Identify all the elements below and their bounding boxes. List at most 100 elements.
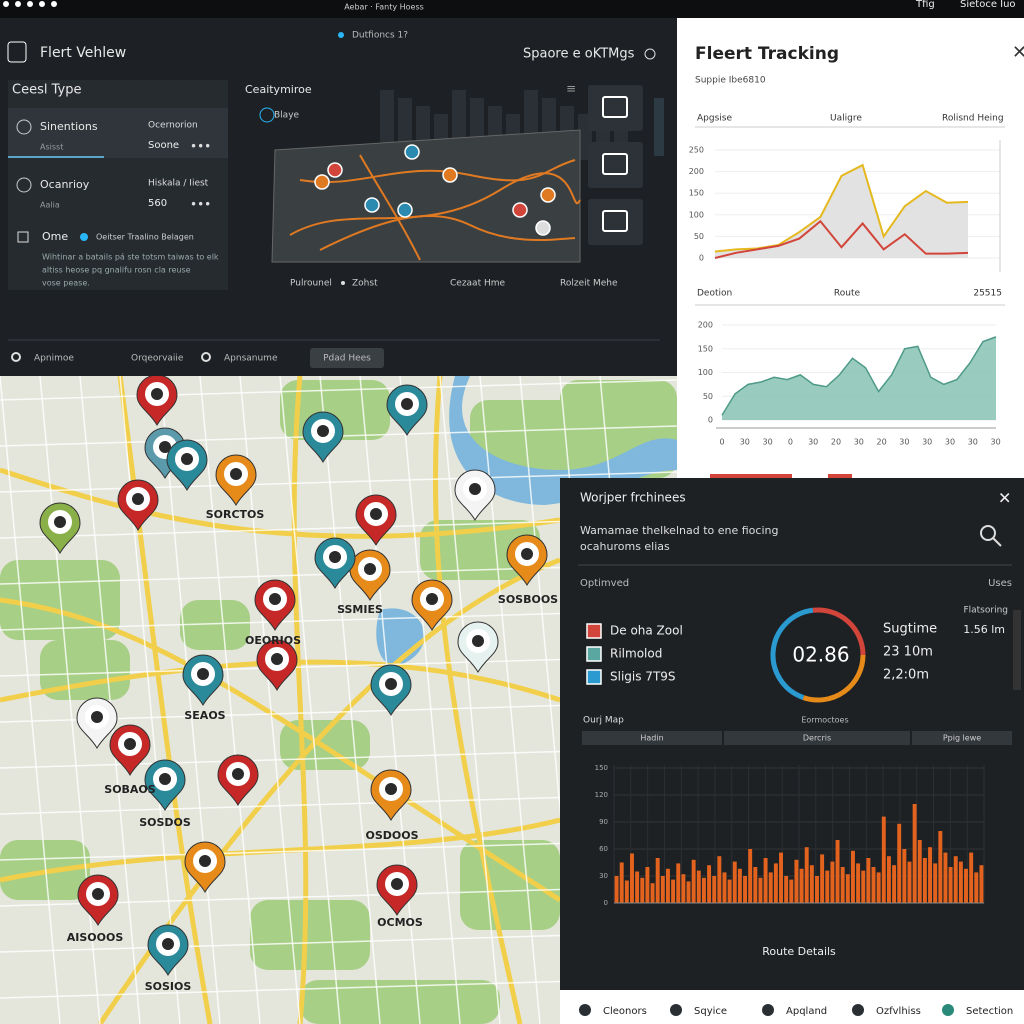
close[interactable]: ✕ — [998, 489, 1011, 508]
tool-button[interactable] — [588, 199, 643, 245]
scene-pin — [327, 162, 343, 178]
y-tick-label: 150 — [698, 344, 713, 353]
tool-icon — [602, 96, 628, 118]
bar — [876, 872, 881, 903]
pin-icon — [92, 888, 104, 900]
x-tick-label: 30 — [922, 438, 932, 447]
y-tick-label: 150 — [689, 189, 704, 198]
label: Uses — [988, 578, 1012, 589]
more: ••• — [190, 198, 211, 212]
label: Sietoce Iuo — [960, 0, 1016, 10]
y-tick-label: 0 — [604, 899, 608, 907]
nav-item[interactable]: Setection — [966, 1006, 1013, 1017]
road — [432, 376, 523, 1024]
map-label: OSDOOS — [365, 829, 418, 842]
bar — [671, 879, 676, 903]
y-tick-label: 250 — [689, 146, 704, 155]
nav-item[interactable]: Ozfvlhiss — [876, 1006, 921, 1017]
pin-icon — [181, 453, 193, 465]
bar — [825, 870, 830, 903]
nav-icon — [670, 1004, 682, 1016]
bar — [866, 858, 871, 903]
close[interactable]: ✕ — [1012, 42, 1024, 63]
bar — [660, 876, 665, 903]
bar — [809, 865, 814, 903]
pin-icon — [385, 678, 397, 690]
tab-button[interactable] — [310, 348, 384, 368]
label[interactable]: Spaore e oKTMgs — [523, 47, 635, 62]
label: Apgsise — [697, 114, 732, 124]
status-dot — [39, 1, 45, 7]
pin-icon — [370, 508, 382, 520]
status-dot — [15, 1, 21, 7]
label[interactable]: Ocanrioy — [40, 178, 90, 191]
bar — [845, 874, 850, 903]
bar — [768, 872, 773, 903]
x-tick-label: 0 — [788, 438, 793, 447]
pin-icon — [124, 738, 136, 750]
scene-pin — [512, 202, 528, 218]
pin-icon — [391, 878, 403, 890]
bar — [758, 877, 763, 903]
bar — [773, 863, 778, 903]
map-label: AISOOOS — [67, 931, 124, 944]
x-tick-label: 30 — [968, 438, 978, 447]
item-icon — [16, 119, 32, 135]
bar — [861, 870, 866, 903]
label: 1.56 lm — [963, 623, 1005, 636]
bar — [701, 877, 706, 903]
bar — [953, 856, 958, 903]
y-tick-label: 90 — [599, 818, 608, 826]
pin-icon — [385, 783, 397, 795]
street — [319, 376, 381, 1024]
bar — [892, 865, 897, 903]
bar — [624, 880, 629, 903]
label: Asisst — [40, 143, 63, 152]
street — [159, 376, 221, 1024]
more: ••• — [190, 140, 211, 154]
street — [39, 376, 101, 1024]
sidebar-row — [8, 108, 228, 158]
tool-button[interactable] — [588, 142, 643, 188]
label: Flatsoring — [963, 606, 1008, 616]
label: Cezaat Hme — [450, 279, 506, 289]
tool-button[interactable] — [588, 85, 643, 131]
tab[interactable]: Apnimoe — [34, 354, 74, 364]
bar — [640, 877, 645, 903]
bar — [871, 867, 876, 903]
pin-icon — [317, 425, 329, 437]
nav-item[interactable]: Apqland — [786, 1006, 827, 1017]
nav-icon — [762, 1004, 774, 1016]
tab-icon — [201, 352, 211, 362]
tab[interactable]: Orqeorvaiie — [131, 354, 184, 364]
status-bar — [0, 0, 1024, 18]
panel-title: Ceesl Type — [12, 83, 81, 98]
legend-swatch — [586, 646, 602, 662]
label: Route — [834, 289, 861, 299]
pin-icon — [521, 548, 533, 560]
option-dot — [80, 233, 88, 241]
tab[interactable]: Pdad Hees — [323, 354, 371, 364]
legend-label: De oha Zool — [610, 624, 683, 638]
map-label: SEAOS — [184, 709, 225, 722]
bar — [815, 876, 819, 903]
y-tick-label: 0 — [699, 254, 704, 263]
bar — [691, 859, 696, 903]
nav-item[interactable]: Cleonors — [603, 1006, 647, 1017]
y-tick-label: 30 — [599, 872, 608, 880]
label: Suppie Ibe6810 — [695, 76, 766, 86]
settings-icon — [644, 48, 656, 60]
nav-icon — [942, 1004, 954, 1016]
bar — [830, 861, 835, 903]
label: 23 10m — [883, 645, 933, 660]
label[interactable]: Sinentions — [40, 120, 98, 133]
nav-item[interactable]: Sqyice — [694, 1006, 727, 1017]
bar — [979, 865, 984, 903]
tab[interactable]: Apnsanume — [224, 354, 278, 364]
app-title: Flert Vehlew — [40, 45, 126, 61]
label: Hiskala / Iiest — [148, 179, 209, 189]
street — [399, 376, 461, 1024]
label: Soone — [148, 140, 179, 151]
label: Route Details — [762, 945, 836, 958]
